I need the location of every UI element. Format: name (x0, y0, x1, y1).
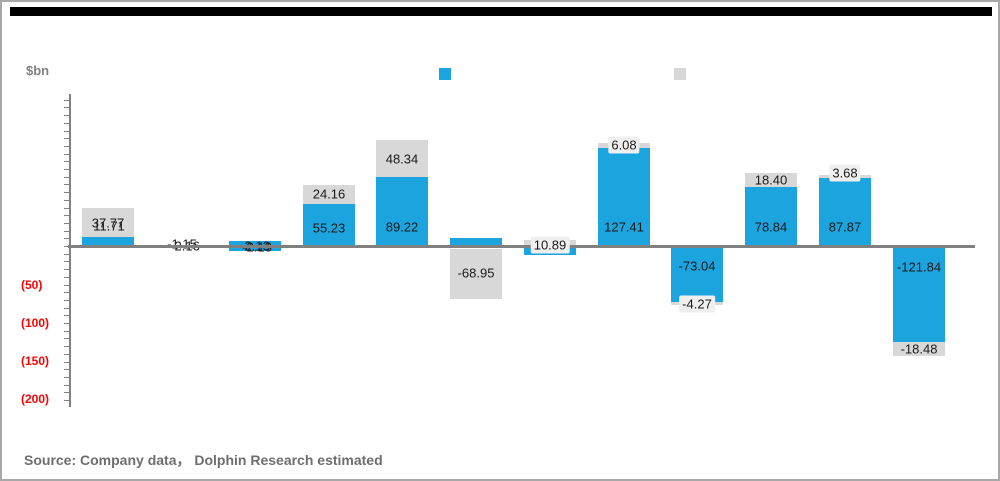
y-axis-tick-label: (50) (21, 278, 43, 292)
bar-segment-gray-4 (303, 185, 355, 204)
y-axis-tick (64, 207, 69, 209)
bar-value-label: 89.22 (385, 219, 419, 235)
bar-segment-blue-8 (598, 148, 650, 246)
y-axis-tick (64, 369, 69, 371)
bar-segment-gray-12 (893, 342, 945, 356)
legend-swatch-blue (439, 68, 451, 80)
bar-value-label: 6.08 (608, 136, 640, 154)
y-axis-tick (64, 299, 69, 301)
y-axis-tick (64, 122, 69, 124)
bar-value-label: -18.48 (900, 341, 938, 357)
y-axis-tick (64, 161, 69, 163)
bar-segment-gray-10 (745, 173, 797, 187)
y-axis-tick (64, 353, 69, 355)
y-axis-tick-label: (150) (21, 354, 50, 368)
bar-value-label: -73.04 (678, 258, 716, 274)
y-axis-tick (64, 138, 69, 140)
bar-segment-blue-5 (376, 177, 428, 246)
y-axis-tick (64, 284, 69, 286)
y-axis-tick (64, 107, 69, 109)
bar-segment-gray-5 (376, 140, 428, 177)
bar-segment-blue-6 (450, 238, 502, 246)
y-axis-tick (64, 269, 69, 271)
bar-segment-blue-4 (303, 204, 355, 246)
bar-value-label: 11.71 (93, 218, 125, 234)
y-axis-tick (64, 238, 69, 240)
y-axis-tick (64, 230, 69, 232)
y-axis-tick (64, 145, 69, 147)
y-axis-tick (64, 199, 69, 201)
y-axis-tick (64, 222, 69, 224)
title-bar (10, 7, 992, 16)
bar-value-label: 55.23 (312, 220, 346, 236)
y-axis-tick (64, 184, 69, 186)
y-axis-tick (64, 130, 69, 132)
y-axis-tick (64, 215, 69, 217)
y-axis-tick (64, 346, 69, 348)
y-axis-tick (64, 246, 69, 247)
bar-value-label: 10.89 (530, 236, 570, 254)
y-axis-line (69, 94, 71, 407)
y-axis-tick (64, 292, 69, 294)
y-axis-tick (64, 307, 69, 309)
bar-segment-gray-6 (450, 249, 502, 299)
y-axis-tick (64, 115, 69, 117)
legend-swatch-gray (674, 68, 686, 80)
bar-value-label: 127.41 (604, 219, 644, 235)
y-axis-tick (64, 338, 69, 340)
bar-value-label: 3.68 (829, 164, 861, 182)
y-axis-tick (64, 276, 69, 278)
y-axis-tick (64, 153, 69, 155)
y-axis-tick (64, 99, 69, 101)
bar-segment-blue-11 (819, 178, 871, 246)
y-axis-tick (64, 361, 69, 363)
y-axis-tick (64, 169, 69, 170)
y-axis-tick (64, 261, 69, 263)
y-axis-tick (64, 376, 69, 378)
y-axis-tick (64, 315, 69, 317)
bar-segment-gray-1 (82, 208, 134, 237)
bar-segment-blue-12 (893, 248, 945, 342)
bar-segment-blue-1 (82, 237, 134, 246)
y-axis-tick (64, 330, 69, 332)
bar-value-label: -4.27 (679, 295, 715, 313)
y-axis-tick (64, 323, 69, 324)
source-note: Source: Company data， Dolphin Research e… (24, 452, 383, 468)
y-axis-unit-label: $bn (26, 63, 50, 78)
y-axis-tick-label: (100) (21, 316, 50, 330)
bar-value-label: 37.77 (91, 215, 125, 231)
y-axis-tick (64, 176, 69, 178)
y-axis-tick (64, 400, 69, 401)
y-axis-tick (64, 384, 69, 386)
x-axis-zero-line (68, 245, 975, 248)
y-axis-tick-label: (200) (21, 392, 50, 406)
bar-value-label: 87.87 (828, 219, 862, 235)
bar-value-label: 78.84 (754, 219, 788, 235)
bar-segment-blue-9 (671, 248, 723, 302)
bar-value-label: 18.40 (754, 172, 788, 188)
y-axis-tick (64, 253, 69, 255)
y-axis-tick (64, 392, 69, 394)
bar-value-label: 24.16 (312, 186, 346, 202)
bar-value-label: 48.34 (385, 151, 419, 167)
bar-value-label: -68.95 (457, 265, 495, 281)
bar-value-label: -121.84 (896, 259, 942, 275)
y-axis-tick (64, 192, 69, 194)
bar-segment-blue-10 (745, 187, 797, 246)
